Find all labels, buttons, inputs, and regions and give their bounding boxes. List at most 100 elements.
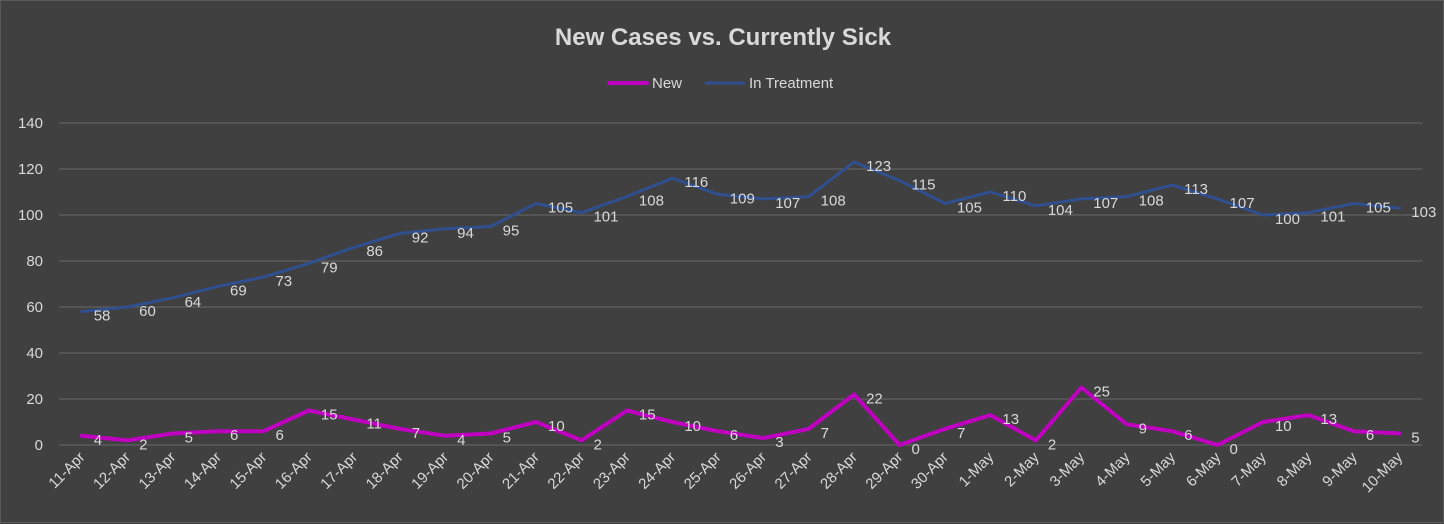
data-label: 13 xyxy=(1320,411,1337,428)
x-tick-label: 19-Apr xyxy=(408,449,452,493)
data-label: 95 xyxy=(503,223,520,240)
x-tick-label: 2-May xyxy=(1001,448,1043,490)
data-label: 5 xyxy=(185,430,193,447)
x-tick-label: 26-Apr xyxy=(726,449,770,493)
data-label: 86 xyxy=(366,243,383,260)
data-label: 60 xyxy=(139,303,156,320)
x-tick-label: 13-Apr xyxy=(136,449,180,493)
data-label: 6 xyxy=(730,427,738,444)
x-tick-label: 14-Apr xyxy=(181,449,225,493)
x-tick-label: 4-May xyxy=(1092,448,1134,490)
legend-label: In Treatment xyxy=(749,75,834,92)
y-tick-label: 0 xyxy=(35,437,43,454)
data-label: 58 xyxy=(94,308,111,325)
data-label: 15 xyxy=(321,407,338,424)
data-label: 3 xyxy=(775,434,783,451)
x-tick-label: 25-Apr xyxy=(681,449,725,493)
x-tick-label: 15-Apr xyxy=(226,449,270,493)
y-tick-label: 80 xyxy=(26,253,43,270)
y-tick-label: 100 xyxy=(18,207,43,224)
data-label: 110 xyxy=(1002,188,1026,205)
data-label: 15 xyxy=(639,407,656,424)
x-tick-label: 12-Apr xyxy=(90,449,134,493)
data-label: 104 xyxy=(1048,202,1073,219)
data-label: 123 xyxy=(866,158,891,175)
data-label: 2 xyxy=(139,436,147,453)
data-label: 6 xyxy=(1366,427,1374,444)
x-tick-label: 10-May xyxy=(1359,448,1407,496)
data-label: 73 xyxy=(275,273,292,290)
data-label: 105 xyxy=(548,200,573,217)
x-tick-label: 21-Apr xyxy=(499,449,543,493)
data-label: 13 xyxy=(1002,411,1019,428)
data-label: 0 xyxy=(912,441,920,458)
x-tick-label: 23-Apr xyxy=(590,449,634,493)
data-label: 22 xyxy=(866,390,883,407)
data-label: 11 xyxy=(366,416,382,433)
x-tick-label: 27-Apr xyxy=(772,449,816,493)
data-label: 107 xyxy=(1093,195,1118,212)
x-tick-label: 16-Apr xyxy=(272,449,316,493)
data-label: 69 xyxy=(230,282,247,299)
y-axis: 0 20 40 60 80 100 120 140 xyxy=(18,115,43,454)
series-line-in-treatment xyxy=(80,160,1401,314)
data-label: 4 xyxy=(457,432,465,449)
data-label: 101 xyxy=(593,209,618,226)
x-tick-label: 18-Apr xyxy=(363,449,407,493)
legend-entry: In Treatment xyxy=(704,75,834,92)
data-label: 101 xyxy=(1320,209,1345,226)
data-label: 7 xyxy=(412,425,420,442)
data-label: 5 xyxy=(503,430,511,447)
x-tick-label: 6-May xyxy=(1183,448,1225,490)
data-label: 100 xyxy=(1275,211,1300,228)
y-tick-label: 40 xyxy=(26,345,43,362)
x-tick-label: 24-Apr xyxy=(635,449,679,493)
data-label: 2 xyxy=(593,436,601,453)
data-label: 108 xyxy=(639,193,664,210)
y-tick-label: 120 xyxy=(18,161,43,178)
data-label: 2 xyxy=(1048,436,1056,453)
data-label: 108 xyxy=(821,193,846,210)
data-label: 10 xyxy=(548,418,565,435)
x-tick-label: 11-Apr xyxy=(45,449,88,492)
data-label: 107 xyxy=(775,195,800,212)
data-label: 115 xyxy=(912,177,936,194)
data-label: 107 xyxy=(1230,195,1255,212)
data-label: 108 xyxy=(1139,193,1164,210)
data-label: 116 xyxy=(684,174,708,191)
x-tick-label: 22-Apr xyxy=(544,449,588,493)
data-label: 105 xyxy=(1366,200,1391,217)
x-tick-label: 3-May xyxy=(1047,448,1089,490)
x-tick-label: 9-May xyxy=(1319,448,1361,490)
data-label: 10 xyxy=(684,418,701,435)
x-tick-label: 28-Apr xyxy=(817,449,861,493)
data-label: 4 xyxy=(94,432,102,449)
data-label: 7 xyxy=(957,425,965,442)
series-lines xyxy=(79,160,1402,447)
data-label: 9 xyxy=(1139,420,1147,437)
legend-label: New xyxy=(652,75,682,92)
legend-entry: New xyxy=(607,75,682,92)
y-tick-label: 60 xyxy=(26,299,43,316)
chart-title: New Cases vs. Currently Sick xyxy=(555,24,892,51)
data-label: 64 xyxy=(185,294,202,311)
x-tick-label: 8-May xyxy=(1274,448,1316,490)
data-label: 5 xyxy=(1411,430,1419,447)
x-tick-label: 5-May xyxy=(1137,448,1179,490)
data-label: 105 xyxy=(957,200,982,217)
x-tick-label: 20-Apr xyxy=(454,449,498,493)
data-label: 10 xyxy=(1275,418,1292,435)
y-tick-label: 140 xyxy=(18,115,43,132)
data-label: 94 xyxy=(457,225,474,242)
data-label: 7 xyxy=(821,425,829,442)
x-tick-label: 1-May xyxy=(956,448,998,490)
x-axis: 11-Apr 12-Apr 13-Apr 14-Apr 15-Apr 16-Apr 17-A… xyxy=(45,448,1406,496)
y-tick-label: 20 xyxy=(26,391,43,408)
gridlines xyxy=(59,122,1422,446)
data-label: 0 xyxy=(1230,441,1238,458)
data-label: 6 xyxy=(1184,427,1192,444)
x-tick-label: 29-Apr xyxy=(862,449,906,493)
data-label: 92 xyxy=(412,229,429,246)
